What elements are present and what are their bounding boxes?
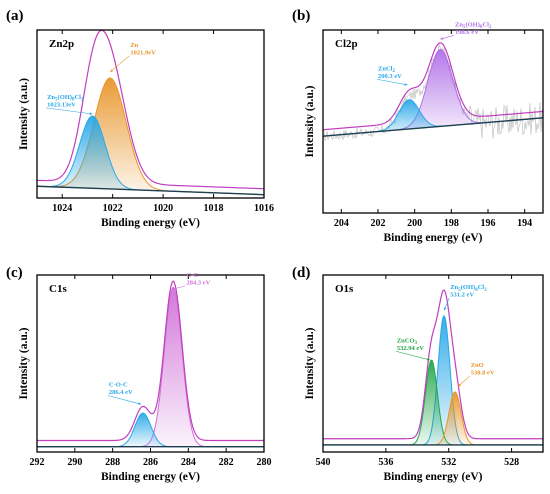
panel-zn2p: 1024 1022 1020 1018 1016 Binding energy (eV) I… — [6, 8, 274, 229]
panel-letter: (b) — [292, 8, 310, 24]
annotation-label: 284.3 eV — [186, 279, 210, 286]
panel-title: Cl2p — [335, 38, 358, 50]
peak-fill-0 — [37, 287, 264, 447]
raw-spectrum — [323, 43, 543, 141]
y-axis-label: Intensity (a.u.) — [304, 327, 316, 399]
peak-fill-1 — [37, 413, 264, 447]
panel-title: O1s — [335, 283, 354, 295]
annotation-label: Zn5(OH)8Cl2 — [47, 94, 84, 103]
x-tick-label: 536 — [378, 457, 393, 468]
x-tick-label: 1016 — [254, 203, 274, 214]
annotation-arrow — [376, 78, 408, 86]
panel-o1s: 540 536 532 528 Binding energy (eV) Intensity… — [292, 265, 544, 483]
panel-c1s: 292 290 288 286 284 282 280 Binding energy (eV)… — [6, 265, 272, 483]
x-tick-label: 282 — [219, 457, 234, 468]
panel-title: Zn2p — [49, 38, 74, 50]
plot-frame — [322, 274, 544, 453]
x-tick-label: 204 — [334, 218, 349, 229]
x-tick-label: 202 — [371, 218, 386, 229]
annotation-arrow — [395, 350, 430, 361]
x-tick-label: 196 — [481, 218, 496, 229]
annotation-label: Zn — [130, 42, 138, 49]
x-tick-label: 194 — [517, 218, 532, 229]
annotation-arrowhead — [110, 69, 114, 72]
annotation-label: ZnCl2 — [378, 65, 395, 74]
x-tick-label: 280 — [257, 457, 272, 468]
envelope-line — [37, 280, 264, 442]
x-tick-label: 290 — [67, 457, 82, 468]
annotation-arrowhead — [138, 402, 142, 405]
annotation-label: 1023.13eV — [47, 101, 76, 108]
annotation-arrowhead — [404, 83, 408, 86]
annotation-label: 198.6 eV — [455, 29, 479, 36]
x-tick-label: 1022 — [103, 203, 123, 214]
x-tick-label: 198 — [444, 218, 459, 229]
envelope-line — [323, 42, 543, 131]
x-axis-label: Binding energy (eV) — [101, 471, 200, 483]
annotation-label: 531.2 eV — [450, 292, 474, 299]
x-tick-label: 200 — [407, 218, 422, 229]
envelope-line — [323, 289, 543, 440]
x-tick-label: 532 — [441, 457, 456, 468]
x-tick-label: 528 — [504, 457, 519, 468]
peak-fill-1 — [323, 360, 543, 445]
y-axis-label: Intensity (a.u.) — [304, 85, 316, 157]
x-tick-label: 1018 — [204, 203, 224, 214]
annotation-label: 286.4 eV — [109, 389, 133, 396]
x-axis-label: Binding energy (eV) — [101, 217, 200, 229]
plot-area — [323, 289, 543, 446]
annotation-arrowhead — [458, 383, 462, 387]
annotation-label: C-C — [186, 272, 198, 279]
annotation-label: ZnCO3 — [397, 337, 418, 346]
annotation-arrow — [109, 55, 130, 73]
annotation-label: 532.94 eV — [397, 345, 424, 352]
annotation-arrowhead — [173, 287, 177, 290]
x-axis-label: Binding energy (eV) — [383, 232, 482, 244]
annotation-arrowhead — [443, 307, 447, 311]
annotation-label: Zn5(OH)8Cl2 — [450, 284, 487, 293]
plot-area — [37, 280, 264, 448]
annotation-label: 530.8 eV — [471, 370, 495, 377]
x-tick-label: 1024 — [52, 203, 72, 214]
peak-fill-1 — [37, 116, 264, 195]
plot-frame — [322, 29, 544, 214]
plot-area — [323, 42, 543, 141]
peak-line-0 — [37, 286, 264, 448]
background-line — [323, 117, 543, 137]
panel-letter: (a) — [6, 8, 24, 24]
plot-area — [37, 30, 264, 196]
panel-letter: (c) — [6, 265, 23, 281]
panel-letter: (d) — [292, 265, 310, 281]
annotation-arrowhead — [426, 358, 430, 361]
x-axis-label: Binding energy (eV) — [383, 471, 482, 483]
annotation-label: C-O-C — [109, 382, 128, 389]
peak-fill-0 — [323, 49, 543, 137]
envelope-line — [37, 30, 264, 190]
annotation-arrow — [107, 395, 142, 405]
annotation-arrowhead — [89, 112, 93, 115]
annotation-arrow — [46, 107, 93, 115]
x-tick-label: 1020 — [153, 203, 173, 214]
annotation-label: 200.3 eV — [378, 73, 402, 80]
y-axis-label: Intensity (a.u.) — [18, 78, 30, 150]
annotation-label: 1021.9eV — [130, 49, 156, 56]
x-tick-label: 288 — [105, 457, 120, 468]
x-tick-label: 540 — [316, 457, 331, 468]
x-tick-label: 286 — [143, 457, 158, 468]
y-axis-label: Intensity (a.u.) — [18, 327, 30, 399]
panel-title: C1s — [49, 283, 67, 295]
background-line — [37, 185, 264, 196]
x-tick-label: 292 — [30, 457, 45, 468]
x-tick-label: 284 — [181, 457, 196, 468]
annotation-label: ZnO — [471, 362, 484, 369]
annotation-arrowhead — [440, 37, 444, 40]
panel-cl2p: 204 202 200 198 196 194 Binding energy (eV) Int… — [292, 8, 544, 244]
annotation-label: Zn5(OH)8Cl2 — [455, 21, 492, 30]
plot-frame — [36, 29, 265, 199]
